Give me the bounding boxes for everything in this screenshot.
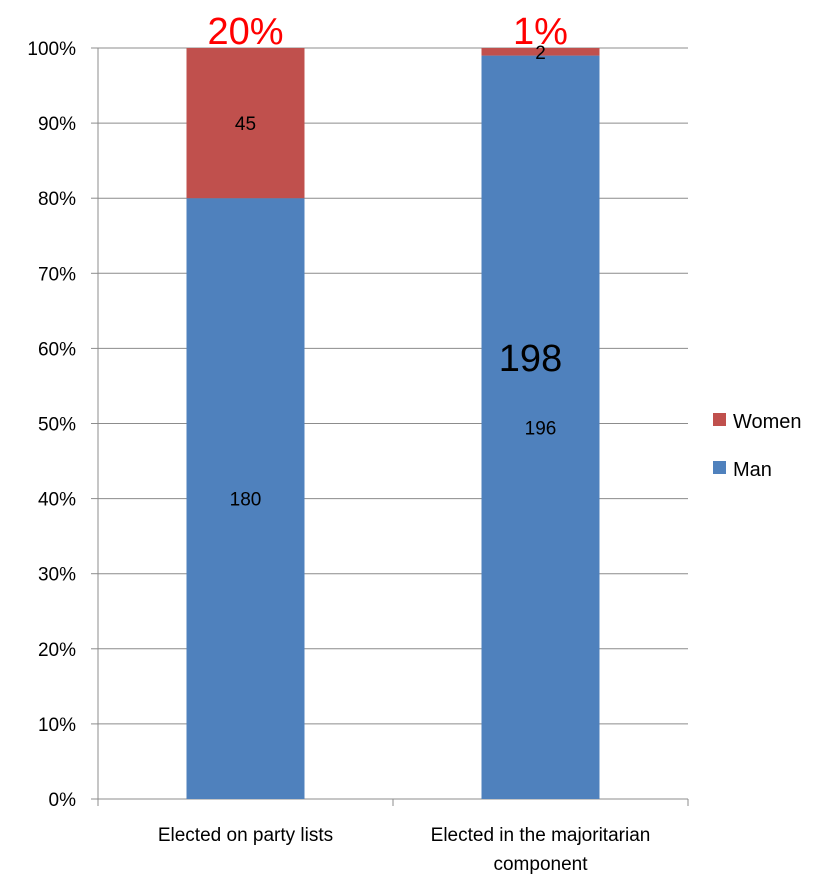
y-tick-label: 10% [38, 715, 76, 736]
x-category-label: component [493, 854, 588, 875]
legend-label-women: Women [733, 411, 802, 433]
bar-women [481, 48, 600, 56]
y-tick-label: 40% [38, 490, 76, 511]
y-tick-label: 0% [49, 790, 77, 811]
percent-annotation: 1% [513, 11, 568, 53]
x-category-label: Elected on party lists [158, 825, 333, 846]
x-category-label: Elected in the majoritarian [431, 825, 651, 846]
y-tick-label: 90% [38, 114, 76, 135]
bar-women [186, 48, 305, 199]
data-label-women: 45 [235, 114, 256, 135]
legend-swatch-women [713, 413, 726, 426]
y-tick-label: 50% [38, 415, 76, 436]
y-tick-label: 60% [38, 339, 76, 360]
legend-swatch-man [713, 461, 726, 474]
bar-man [186, 198, 305, 799]
legend-label-man: Man [733, 459, 772, 481]
y-tick-label: 20% [38, 640, 76, 661]
percent-annotation: 20% [207, 11, 283, 53]
data-label-women: 2 [535, 43, 546, 64]
data-label-man: 196 [525, 418, 557, 439]
y-tick-label: 30% [38, 565, 76, 586]
total-annotation: 198 [499, 338, 562, 380]
y-tick-label: 80% [38, 189, 76, 210]
y-tick-label: 100% [27, 39, 76, 60]
data-label-man: 180 [230, 490, 262, 511]
y-tick-label: 70% [38, 264, 76, 285]
bar-man [481, 55, 600, 799]
